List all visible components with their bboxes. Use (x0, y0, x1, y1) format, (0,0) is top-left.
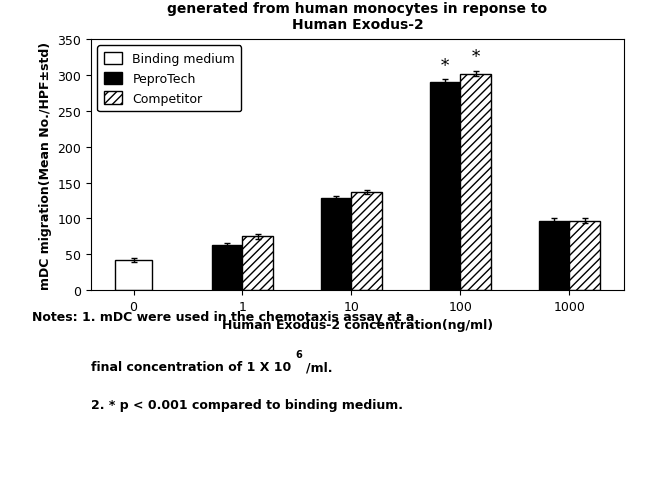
Bar (569, 221, 600, 291)
Text: 2. * p < 0.001 compared to binding medium.: 2. * p < 0.001 compared to binding mediu… (91, 398, 403, 411)
Bar (242, 237, 273, 291)
Bar (539, 221, 569, 291)
Text: final concentration of 1 X 10: final concentration of 1 X 10 (91, 361, 291, 374)
Bar (321, 199, 352, 291)
Title: The migration of mature dendritic cells
generated from human monocytes in repons: The migration of mature dendritic cells … (168, 0, 547, 32)
Text: Notes: 1. mDC were used in the chemotaxis assay at a: Notes: 1. mDC were used in the chemotaxi… (32, 311, 415, 324)
Bar (460, 75, 491, 291)
Bar (430, 83, 460, 291)
Bar (212, 245, 242, 291)
Text: 6: 6 (296, 350, 302, 360)
X-axis label: Human Exodus-2 concentration(ng/ml): Human Exodus-2 concentration(ng/ml) (222, 319, 493, 332)
Legend: Binding medium, PeproTech, Competitor: Binding medium, PeproTech, Competitor (98, 46, 241, 112)
Text: /ml.: /ml. (306, 361, 332, 374)
Bar (115, 261, 152, 291)
Bar (352, 192, 382, 291)
Y-axis label: mDC migration(Mean No./HPF±std): mDC migration(Mean No./HPF±std) (39, 42, 52, 289)
Text: *: * (471, 49, 480, 66)
Text: *: * (441, 58, 449, 75)
